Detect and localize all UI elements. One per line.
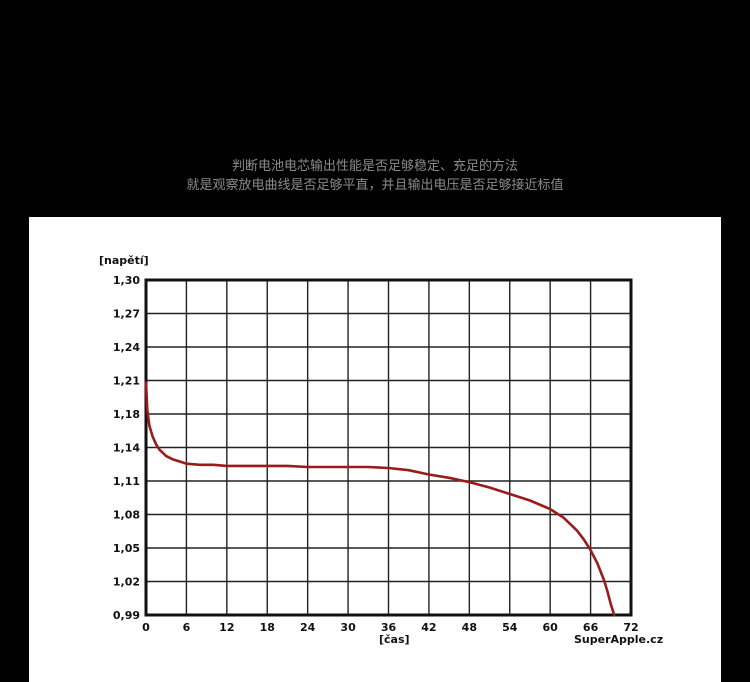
plot-frame	[144, 278, 633, 617]
x-tick-label: 72	[623, 621, 638, 634]
y-tick-label: 1,14	[113, 442, 140, 455]
y-tick-label: 1,11	[113, 475, 140, 488]
y-tick-label: 1,02	[113, 576, 140, 589]
voltage-discharge-chart: 0,99 1,02 1,05 1,08 1,11 1,14 1,18 1,21 1,24 1,27…	[99, 254, 663, 646]
x-tick-label: 24	[300, 621, 316, 634]
chart-grid	[146, 280, 631, 615]
x-tick-label: 48	[462, 621, 477, 634]
caption-line-2: 就是观察放电曲线是否足够平直，并且输出电压是否足够接近标值	[186, 178, 564, 193]
x-tick-label: 36	[381, 621, 397, 634]
y-tick-label: 1,27	[113, 308, 140, 321]
y-tick-label: 1,18	[113, 408, 140, 421]
y-axis-label: [napětí]	[99, 254, 149, 267]
x-tick-label: 6	[183, 621, 191, 634]
y-tick-labels: 0,99 1,02 1,05 1,08 1,11 1,14 1,18 1,21 1,24 1,27…	[113, 274, 140, 622]
x-tick-label: 0	[142, 621, 150, 634]
discharge-curve-line	[144, 381, 616, 617]
x-tick-label: 30	[340, 621, 356, 634]
y-tick-label: 1,08	[113, 509, 140, 522]
x-tick-label: 12	[219, 621, 234, 634]
x-tick-labels: 0 6 12 18 24 30 36 42 48 54 60 66 72	[142, 621, 638, 634]
x-axis-label: [čas]	[379, 633, 410, 646]
y-tick-label: 1,21	[113, 375, 140, 388]
y-tick-label: 0,99	[113, 609, 140, 622]
caption-line-1: 判断电池电芯输出性能是否足够稳定、充足的方法	[231, 159, 518, 174]
y-tick-label: 1,24	[113, 341, 140, 354]
chart-panel: 0,99 1,02 1,05 1,08 1,11 1,14 1,18 1,21 1,24 1,27…	[29, 217, 721, 682]
x-tick-label: 60	[543, 621, 559, 634]
watermark-text: SuperApple.cz	[574, 633, 663, 646]
x-tick-label: 42	[421, 621, 436, 634]
x-tick-label: 54	[502, 621, 518, 634]
x-tick-label: 18	[260, 621, 275, 634]
y-tick-label: 1,30	[113, 274, 140, 287]
y-tick-label: 1,05	[113, 542, 140, 555]
x-tick-label: 66	[583, 621, 599, 634]
